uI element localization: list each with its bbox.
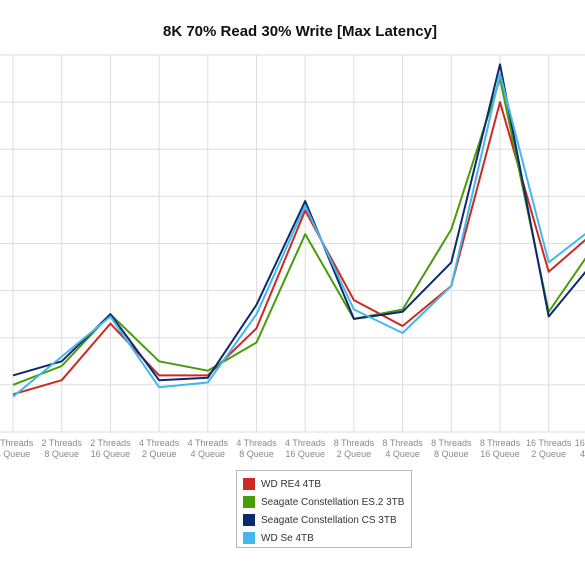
- legend-swatch: [243, 514, 255, 526]
- x-tick-label: 16 Threads 2 Queue: [526, 438, 572, 459]
- legend-label: Seagate Constellation ES.2 3TB: [261, 496, 405, 508]
- series-line-2: [12, 77, 585, 386]
- x-tick-label: 4 Threads 8 Queue: [236, 438, 277, 459]
- x-tick-label: 4 Threads 4 Queue: [188, 438, 229, 459]
- x-tick-label: 4 Threads 2 Queue: [139, 438, 180, 459]
- legend-item: Seagate Constellation CS 3TB: [243, 511, 405, 529]
- legend-item: WD Se 4TB: [243, 529, 405, 547]
- x-tick-label: 2 Threads 8 Queue: [42, 438, 83, 459]
- legend-swatch: [243, 496, 255, 508]
- legend-swatch: [243, 478, 255, 490]
- series-lines: [12, 63, 585, 398]
- series-line-1: [12, 101, 585, 396]
- series-line-3: [12, 63, 585, 382]
- legend-item: WD RE4 4TB: [243, 475, 405, 493]
- grid: [0, 54, 585, 433]
- x-tick-label: 2 Threads 16 Queue: [90, 438, 131, 459]
- x-tick-label: 8 Threads 8 Queue: [431, 438, 472, 459]
- chart-title: 8K 70% Read 30% Write [Max Latency]: [163, 23, 437, 40]
- x-tick-label: 4 Threads 16 Queue: [285, 438, 326, 459]
- legend-label: WD RE4 4TB: [261, 478, 322, 490]
- legend-label: WD Se 4TB: [261, 532, 314, 544]
- series-line-4: [12, 72, 585, 398]
- legend-swatch: [243, 532, 255, 544]
- legend-label: Seagate Constellation CS 3TB: [261, 514, 397, 526]
- legend-item: Seagate Constellation ES.2 3TB: [243, 493, 405, 511]
- legend: WD RE4 4TB Seagate Constellation ES.2 3TB…: [236, 470, 412, 548]
- x-tick-label: 8 Threads 4 Queue: [382, 438, 423, 459]
- x-tick-label: 8 Threads 2 Queue: [334, 438, 375, 459]
- x-tick-label: 8 Threads 16 Queue: [480, 438, 521, 459]
